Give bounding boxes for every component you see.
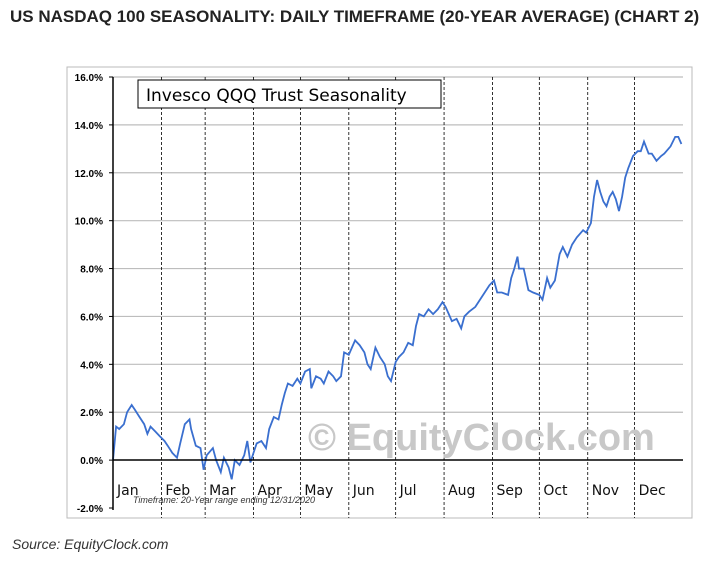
y-tick-label: 4.0% [80, 360, 103, 371]
month-label: May [304, 483, 333, 499]
source-caption: Source: EquityClock.com [12, 536, 169, 552]
y-tick-label: -2.0% [77, 504, 103, 515]
month-label: Aug [448, 483, 475, 499]
watermark: © EquityClock.com [308, 417, 655, 459]
y-tick-label: 12.0% [75, 169, 103, 180]
chart-title: Invesco QQQ Trust Seasonality [146, 86, 407, 106]
month-label: Mar [209, 483, 236, 499]
page-title: US NASDAQ 100 SEASONALITY: DAILY TIMEFRA… [10, 7, 700, 26]
month-label: Jan [116, 483, 139, 499]
month-label: Jul [399, 483, 417, 499]
y-tick-label: 0.0% [80, 456, 103, 467]
month-label: Feb [165, 483, 190, 499]
month-label: Oct [543, 483, 568, 499]
chart-title-box [137, 79, 442, 109]
month-label: Apr [258, 483, 282, 499]
timeframe-note: Timeframe: 20-Year range ending 12/31/20… [133, 495, 315, 505]
y-tick-label: 16.0% [75, 73, 103, 84]
series-line [112, 136, 683, 480]
y-tick-label: 14.0% [75, 121, 103, 132]
y-tick-label: 8.0% [80, 265, 103, 276]
month-label: Nov [592, 483, 619, 499]
month-label: Dec [639, 483, 666, 499]
y-tick-label: 10.0% [75, 217, 103, 228]
month-label: Sep [496, 483, 523, 499]
y-tick-label: 2.0% [80, 408, 103, 419]
month-label: Jun [352, 483, 375, 499]
y-tick-label: 6.0% [80, 312, 103, 323]
